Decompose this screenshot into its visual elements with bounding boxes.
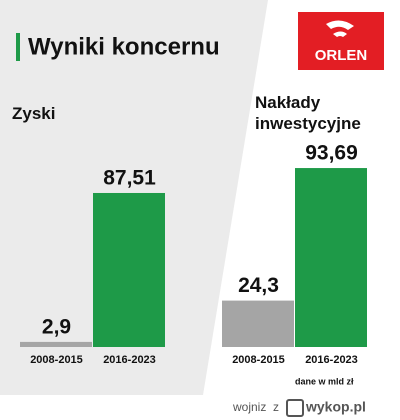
watermark-user: wojniz: [232, 400, 266, 414]
x-tick-label: 2008-2015: [232, 354, 285, 366]
note: dane w mld zł: [295, 376, 354, 386]
bar: [295, 168, 367, 347]
value-label: 2,9: [42, 315, 71, 338]
watermark-by: z: [273, 400, 279, 414]
bar: [20, 341, 92, 347]
x-tick-label: 2008-2015: [30, 354, 83, 366]
logo-mark: [326, 20, 354, 37]
logo-text: ORLEN: [315, 47, 368, 64]
value-label: 93,69: [305, 142, 358, 165]
x-tick-label: 2016-2023: [103, 354, 156, 366]
x-tick-label: 2016-2023: [305, 354, 358, 366]
value-label: 24,3: [238, 274, 279, 297]
title-accent: [16, 33, 20, 61]
chart-title-box: Zyski: [12, 104, 56, 123]
watermark-icon: [286, 399, 304, 417]
page-title: Wyniki koncernu: [28, 33, 220, 60]
value-label: 87,51: [103, 167, 156, 190]
bar: [222, 300, 294, 347]
bar: [93, 192, 165, 347]
watermark-site: wykop.pl: [305, 399, 366, 415]
chart-title: Nakłady inwestycyjne: [255, 93, 361, 133]
chart-title: Zyski: [12, 104, 56, 123]
chart-title-box: Nakłady inwestycyjne: [255, 93, 361, 133]
